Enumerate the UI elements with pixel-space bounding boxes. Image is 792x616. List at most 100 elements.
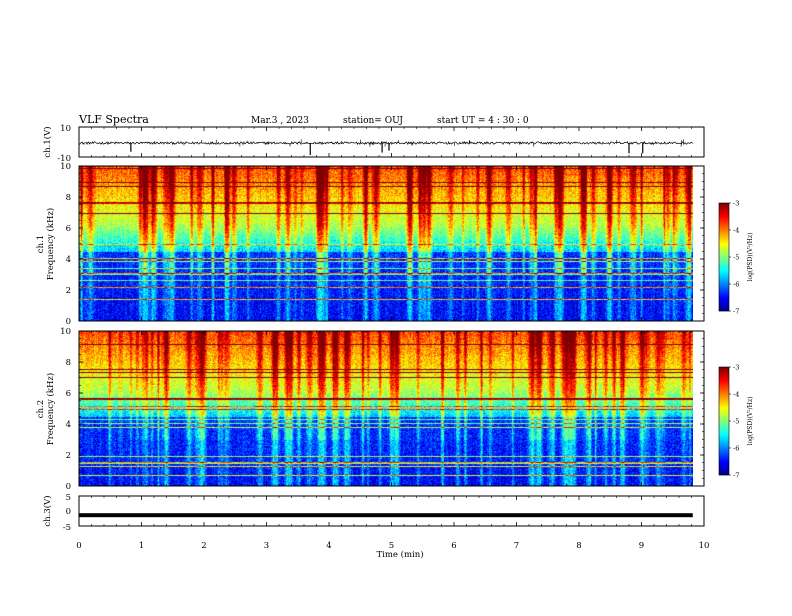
- colorbar-gradient-strip: [719, 378, 729, 380]
- colorbar-gradient-strip: [719, 405, 729, 407]
- colorbar-gradient-strip: [719, 305, 729, 307]
- colorbar-gradient-strip: [719, 229, 729, 231]
- colorbar-gradient-strip: [719, 225, 729, 227]
- x-axis-ticks: 0 1 2 3 4 5 6 7 8 9 10: [76, 127, 709, 551]
- colorbar-gradient-strip: [719, 389, 729, 391]
- colorbar-gradient-strip: [719, 303, 729, 305]
- colorbar-gradient-strip: [719, 259, 729, 261]
- colorbar-gradient-strip: [719, 408, 729, 410]
- ch1-waveform-panel: 10 -10 ch.1(V): [42, 124, 705, 164]
- colorbar-gradient-strip: [719, 243, 729, 245]
- ch2-colorbar: -3 -4 -5 -6 -7 log(PSD)(V²/Hz): [718, 364, 754, 480]
- colorbar-gradient-strip: [719, 448, 729, 450]
- colorbar-gradient-strip: [719, 222, 729, 224]
- colorbar-gradient-strip: [719, 415, 729, 417]
- colorbar-gradient-strip: [719, 391, 729, 393]
- x-tick-label: 0: [76, 541, 81, 551]
- colorbar-gradient-strip: [719, 270, 729, 272]
- colorbar-gradient-strip: [719, 292, 729, 294]
- colorbar-gradient-strip: [719, 422, 729, 424]
- colorbar-gradient-strip: [719, 301, 729, 303]
- colorbar-gradient-strip: [719, 271, 729, 273]
- colorbar-gradient-strip: [719, 298, 729, 300]
- colorbar-gradient-strip: [719, 208, 729, 210]
- colorbar-gradient-strip: [719, 465, 729, 467]
- colorbar-gradient-strip: [719, 395, 729, 397]
- ch1-waveform-line: [78, 140, 693, 146]
- colorbar-gradient-strip: [719, 367, 729, 369]
- colorbar-gradient-strip: [719, 234, 729, 236]
- colorbar-gradient-strip: [719, 440, 729, 442]
- y-tick-label: 2: [66, 451, 71, 461]
- colorbar-gradient-strip: [719, 431, 729, 433]
- colorbar-gradient-strip: [719, 435, 729, 437]
- colorbar-tick-label: -5: [733, 418, 739, 426]
- colorbar-gradient-strip: [719, 434, 729, 436]
- colorbar-gradient-strip: [719, 254, 729, 256]
- colorbar-gradient-strip: [719, 251, 729, 253]
- colorbar-gradient-strip: [719, 310, 729, 312]
- y-tick-label: 0: [66, 317, 71, 327]
- colorbar-gradient-strip: [719, 370, 729, 372]
- colorbar-gradient-strip: [719, 284, 729, 286]
- colorbar-gradient-strip: [719, 468, 729, 470]
- start-time-label: start UT = 4 : 30 : 0: [437, 116, 529, 126]
- ch3-waveform-line: [79, 513, 693, 518]
- colorbar-gradient-strip: [719, 275, 729, 277]
- colorbar-gradient-strip: [719, 299, 729, 301]
- colorbar-gradient-strip: [719, 397, 729, 399]
- colorbar-gradient-strip: [719, 244, 729, 246]
- colorbar-gradient-strip: [719, 206, 729, 208]
- colorbar-gradient-strip: [719, 280, 729, 282]
- colorbar-gradient-strip: [719, 297, 729, 299]
- colorbar-gradient-strip: [719, 226, 729, 228]
- colorbar-gradient-strip: [719, 249, 729, 251]
- colorbar-gradient-strip: [719, 420, 729, 422]
- colorbar-gradient-strip: [719, 380, 729, 382]
- colorbar-gradient-strip: [719, 253, 729, 255]
- colorbar-gradient-strip: [719, 433, 729, 435]
- colorbar-gradient-strip: [719, 247, 729, 249]
- x-tick-label: 8: [576, 541, 581, 551]
- y-tick-label: 6: [66, 389, 71, 399]
- colorbar-gradient-strip: [719, 293, 729, 295]
- colorbar-gradient-strip: [719, 406, 729, 408]
- colorbar-gradient-strip: [719, 445, 729, 447]
- x-tick-label: 3: [264, 541, 269, 551]
- colorbar-gradient-strip: [719, 451, 729, 453]
- colorbar-gradient-strip: [719, 285, 729, 287]
- colorbar-gradient-strip: [719, 411, 729, 413]
- colorbar-gradient-strip: [719, 277, 729, 279]
- ch2-spectrogram-ylabel-channel: ch.2: [36, 400, 46, 418]
- colorbar-gradient-strip: [719, 242, 729, 244]
- ch1-waveform-frame: [78, 126, 705, 158]
- colorbar-gradient-strip: [719, 219, 729, 221]
- colorbar-gradient-strip: [719, 447, 729, 449]
- colorbar-gradient-strip: [719, 230, 729, 232]
- colorbar-gradient-strip: [719, 392, 729, 394]
- ch3-ytick-top: 5: [66, 493, 71, 503]
- colorbar-gradient-strip: [719, 268, 729, 270]
- colorbar-tick-label: -3: [733, 200, 739, 208]
- colorbar-gradient-strip: [719, 233, 729, 235]
- colorbar-gradient-strip: [719, 265, 729, 267]
- colorbar-gradient-strip: [719, 238, 729, 240]
- colorbar-gradient-strip: [719, 428, 729, 430]
- colorbar-gradient-strip: [719, 377, 729, 379]
- colorbar-gradient-strip: [719, 214, 729, 216]
- colorbar-gradient-strip: [719, 432, 729, 434]
- colorbar-gradient-strip: [719, 207, 729, 209]
- y-tick-label: 10: [60, 327, 71, 337]
- colorbar-gradient-strip: [719, 424, 729, 426]
- x-tick-label: 4: [326, 541, 331, 551]
- ch1-waveform-spikes: [83, 139, 684, 156]
- y-tick-label: 4: [66, 255, 71, 265]
- ch1-ytick-bottom: -10: [57, 154, 71, 164]
- colorbar-gradient-strip: [719, 260, 729, 262]
- colorbar-gradient-strip: [719, 421, 729, 423]
- colorbar-gradient-strip: [719, 450, 729, 452]
- colorbar-label: log(PSD)(V²/Hz): [747, 397, 754, 446]
- colorbar-gradient-strip: [719, 470, 729, 472]
- colorbar-gradient-strip: [719, 227, 729, 229]
